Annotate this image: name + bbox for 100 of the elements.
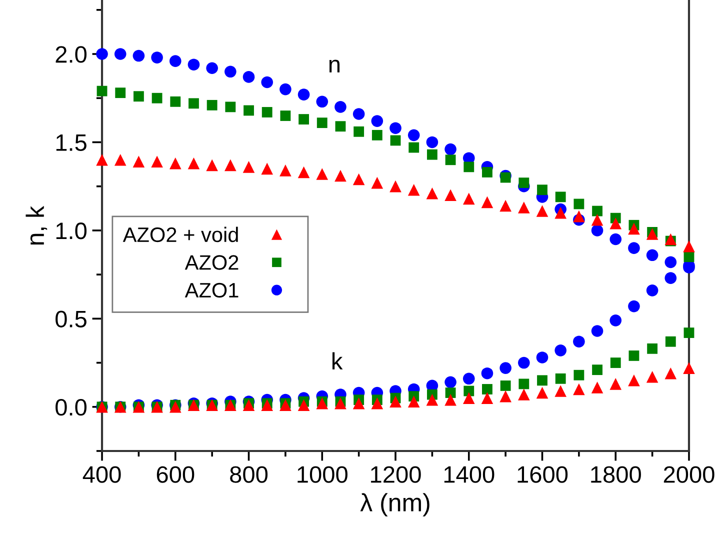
point xyxy=(683,240,695,252)
point xyxy=(628,242,640,254)
point xyxy=(555,192,566,202)
point xyxy=(316,118,328,128)
point xyxy=(169,55,182,67)
point xyxy=(96,48,108,60)
point xyxy=(628,350,640,361)
point xyxy=(316,96,328,108)
point xyxy=(152,92,162,104)
point xyxy=(115,88,126,98)
point xyxy=(481,367,494,380)
y-tick-label: 1.5 xyxy=(56,134,86,152)
point xyxy=(500,172,511,183)
point xyxy=(536,386,548,399)
point xyxy=(390,180,402,192)
point xyxy=(646,249,658,262)
x-axis-title: λ (nm) xyxy=(360,493,430,516)
point xyxy=(206,62,218,74)
point xyxy=(444,143,456,156)
point xyxy=(280,110,291,121)
point xyxy=(372,130,382,140)
point xyxy=(573,210,585,222)
point xyxy=(646,284,658,296)
point xyxy=(518,202,530,214)
point xyxy=(482,384,492,394)
point xyxy=(426,187,438,200)
point xyxy=(628,300,640,312)
point xyxy=(242,71,255,83)
point xyxy=(244,105,254,116)
point xyxy=(500,200,512,212)
point xyxy=(665,336,676,347)
point xyxy=(664,367,677,380)
point xyxy=(610,217,622,230)
point xyxy=(462,192,475,205)
point xyxy=(132,156,145,168)
point xyxy=(298,114,309,124)
point xyxy=(664,256,677,268)
point xyxy=(628,374,640,386)
point xyxy=(206,100,218,110)
point xyxy=(574,198,584,210)
point xyxy=(554,206,566,219)
point xyxy=(262,107,272,118)
x-tick-label: 600 xyxy=(156,466,194,483)
point xyxy=(481,392,494,404)
point xyxy=(462,392,475,404)
point xyxy=(354,126,364,137)
point xyxy=(206,159,218,172)
point xyxy=(518,378,530,390)
point xyxy=(518,388,530,400)
point xyxy=(664,233,677,246)
point xyxy=(684,252,694,262)
point xyxy=(646,228,658,240)
point xyxy=(390,135,401,146)
point xyxy=(573,336,585,348)
point xyxy=(445,154,456,166)
point xyxy=(334,397,346,410)
point xyxy=(647,343,658,354)
point xyxy=(408,129,420,142)
y-tick-label: 0.5 xyxy=(56,310,86,328)
legend-label: AZO2 + void xyxy=(122,226,238,242)
point xyxy=(646,370,658,383)
point xyxy=(426,394,438,406)
point xyxy=(591,382,604,394)
point xyxy=(444,189,456,202)
point xyxy=(188,58,200,70)
point xyxy=(408,142,420,153)
annotation: k xyxy=(332,352,343,370)
x-tick-label: 1200 xyxy=(371,466,421,483)
point xyxy=(408,396,420,408)
point xyxy=(96,86,108,96)
point xyxy=(96,154,108,166)
point xyxy=(280,399,292,412)
point xyxy=(554,385,566,397)
point xyxy=(462,372,475,385)
point xyxy=(426,149,438,160)
point xyxy=(592,364,602,376)
point xyxy=(352,397,365,410)
point xyxy=(114,154,126,166)
point xyxy=(628,222,640,235)
point xyxy=(481,196,494,208)
point xyxy=(280,164,292,176)
x-tick-label: 1800 xyxy=(591,466,641,483)
point xyxy=(610,378,622,390)
point xyxy=(224,66,236,78)
point xyxy=(316,397,328,410)
point xyxy=(352,108,365,120)
y-tick-label: 2.0 xyxy=(56,46,87,63)
point xyxy=(573,383,585,396)
point xyxy=(225,102,236,112)
point xyxy=(261,399,274,412)
point xyxy=(188,157,200,170)
point xyxy=(610,314,622,326)
point xyxy=(591,224,604,236)
point xyxy=(500,362,512,374)
point xyxy=(151,156,163,168)
x-tick-label: 1600 xyxy=(518,466,568,483)
point xyxy=(536,352,548,364)
point xyxy=(170,96,181,107)
y-tick-label: 0.0 xyxy=(56,398,87,416)
point xyxy=(592,206,602,216)
